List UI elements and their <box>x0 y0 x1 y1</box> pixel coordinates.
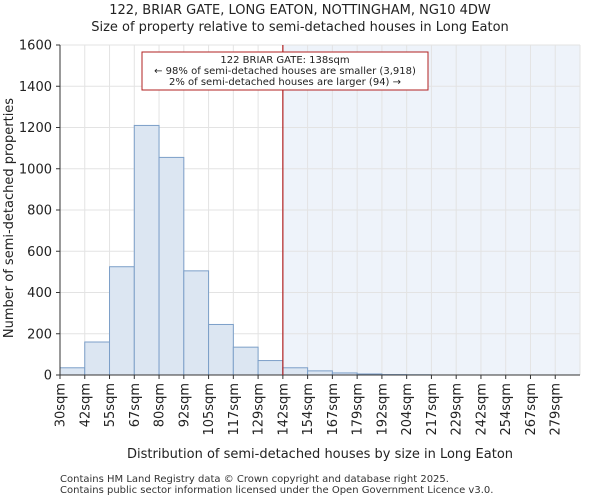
x-tick-label: 192sqm <box>375 383 390 436</box>
bar-129sqm <box>257 360 284 376</box>
bar-142sqm <box>282 367 309 376</box>
x-tick-label: 80sqm <box>153 383 168 427</box>
y-tick-label: 1400 <box>19 80 52 95</box>
annotation-line-1: 122 BRIAR GATE: 138sqm <box>220 55 349 66</box>
annotation-line-2: ← 98% of semi-detached houses are smalle… <box>154 66 416 77</box>
bar-80sqm <box>158 156 185 376</box>
x-tick-label: 267sqm <box>524 383 539 436</box>
x-tick-label: 217sqm <box>425 383 440 436</box>
x-axis-label: Distribution of semi-detached houses by … <box>127 447 513 462</box>
x-tick-label: 179sqm <box>351 383 366 436</box>
y-tick-label: 0 <box>44 369 52 384</box>
bar-30sqm <box>59 367 86 376</box>
x-tick-label: 92sqm <box>177 383 192 427</box>
x-tick-label: 229sqm <box>450 383 465 436</box>
bar-154sqm <box>307 370 333 376</box>
y-tick-label: 1200 <box>19 121 52 136</box>
y-tick-label: 200 <box>27 327 52 342</box>
x-tick-label: 154sqm <box>301 383 316 436</box>
chart-subtitle: Size of property relative to semi-detach… <box>91 20 509 35</box>
x-tick-label: 129sqm <box>252 383 267 436</box>
x-tick-label: 142sqm <box>276 383 291 436</box>
annotation-line-3: 2% of semi-detached houses are larger (9… <box>169 77 401 88</box>
y-axis-label: Number of semi-detached properties <box>2 98 17 338</box>
x-tick-label: 167sqm <box>326 383 341 436</box>
x-tick-label: 105sqm <box>202 383 217 436</box>
x-tick-label: 242sqm <box>474 383 489 436</box>
x-tick-label: 30sqm <box>54 383 69 427</box>
bar-117sqm <box>232 346 259 376</box>
y-tick-label: 1600 <box>19 39 52 54</box>
y-tick-label: 1000 <box>19 162 52 177</box>
y-tick-label: 400 <box>27 286 52 301</box>
bar-105sqm <box>208 323 234 376</box>
x-tick-label: 55sqm <box>103 383 118 427</box>
annotation-box <box>141 51 429 91</box>
bar-55sqm <box>109 266 135 376</box>
y-tick-label: 600 <box>27 245 52 260</box>
footer-licence: Contains public sector information licen… <box>60 485 494 496</box>
x-tick-label: 42sqm <box>78 383 93 427</box>
x-tick-label: 254sqm <box>499 383 514 436</box>
y-tick-label: 800 <box>27 204 52 219</box>
footer-copyright: Contains HM Land Registry data © Crown c… <box>60 474 449 485</box>
x-tick-label: 117sqm <box>227 383 242 436</box>
bar-92sqm <box>183 270 210 376</box>
x-tick-label: 204sqm <box>400 383 415 436</box>
x-tick-label: 67sqm <box>128 383 143 427</box>
x-tick-label: 279sqm <box>549 383 564 436</box>
bar-67sqm <box>133 124 160 376</box>
bar-42sqm <box>84 341 111 376</box>
chart-title: 122, BRIAR GATE, LONG EATON, NOTTINGHAM,… <box>109 3 491 18</box>
